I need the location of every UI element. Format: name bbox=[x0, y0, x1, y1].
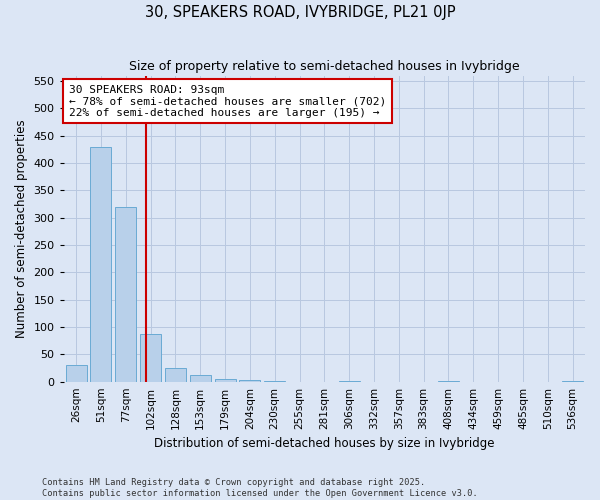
Y-axis label: Number of semi-detached properties: Number of semi-detached properties bbox=[15, 120, 28, 338]
Bar bbox=[215, 379, 236, 382]
Text: 30 SPEAKERS ROAD: 93sqm
← 78% of semi-detached houses are smaller (702)
22% of s: 30 SPEAKERS ROAD: 93sqm ← 78% of semi-de… bbox=[69, 84, 386, 118]
Bar bbox=[239, 380, 260, 382]
Bar bbox=[140, 334, 161, 382]
Bar bbox=[190, 375, 211, 382]
Bar bbox=[91, 146, 112, 382]
Bar bbox=[438, 380, 459, 382]
Bar bbox=[165, 368, 186, 382]
Text: 30, SPEAKERS ROAD, IVYBRIDGE, PL21 0JP: 30, SPEAKERS ROAD, IVYBRIDGE, PL21 0JP bbox=[145, 5, 455, 20]
Bar bbox=[115, 207, 136, 382]
Bar bbox=[338, 380, 360, 382]
Bar bbox=[65, 366, 86, 382]
Bar bbox=[562, 380, 583, 382]
Bar bbox=[264, 381, 285, 382]
Title: Size of property relative to semi-detached houses in Ivybridge: Size of property relative to semi-detach… bbox=[129, 60, 520, 73]
Text: Contains HM Land Registry data © Crown copyright and database right 2025.
Contai: Contains HM Land Registry data © Crown c… bbox=[42, 478, 478, 498]
X-axis label: Distribution of semi-detached houses by size in Ivybridge: Distribution of semi-detached houses by … bbox=[154, 437, 494, 450]
